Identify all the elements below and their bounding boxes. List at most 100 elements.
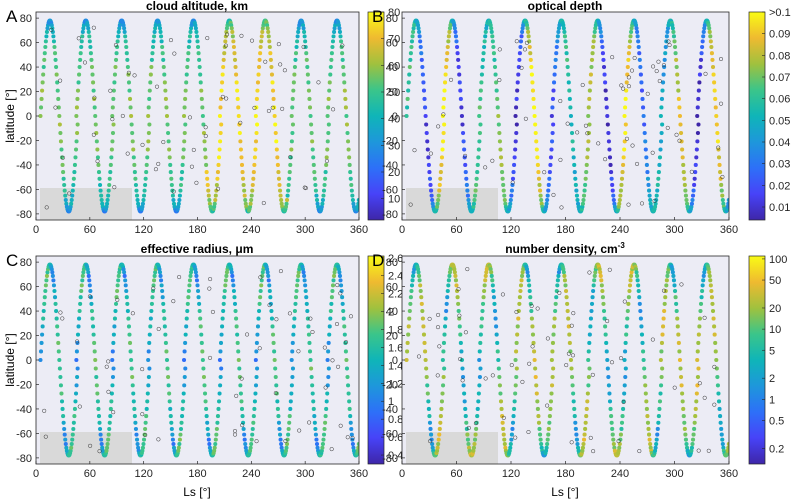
scatter-point: [349, 182, 354, 188]
scatter-point: [692, 426, 697, 432]
open-marker: [466, 425, 471, 430]
scatter-point: [495, 349, 500, 354]
scatter-point: [478, 366, 483, 371]
scatter-point: [418, 39, 423, 44]
scatter-point: [248, 445, 253, 450]
scatter-point: [501, 188, 506, 193]
scatter-point: [348, 420, 353, 425]
scatter-point: [273, 122, 278, 127]
scatter-point: [676, 332, 681, 337]
scatter-point: [153, 270, 158, 275]
scatter-point: [255, 122, 260, 127]
open-marker: [263, 59, 268, 64]
scatter-point: [265, 270, 270, 275]
scatter-point: [647, 193, 652, 198]
scatter-point: [144, 406, 149, 411]
scatter-point: [500, 176, 505, 181]
open-marker: [203, 133, 208, 139]
scatter-point: [75, 332, 81, 337]
open-marker: [441, 112, 446, 117]
scatter-point: [717, 162, 722, 168]
scatter-point: [498, 147, 503, 152]
scatter-point: [71, 176, 76, 181]
scatter-point: [605, 113, 610, 119]
x-tick-label: 180: [556, 224, 574, 236]
x-tick-label: 360: [350, 224, 368, 236]
scatter-point: [426, 162, 431, 168]
scatter-point: [114, 51, 119, 56]
scatter-point: [161, 57, 166, 62]
scatter-point: [491, 288, 496, 294]
x-tick-label: 60: [450, 468, 462, 480]
open-marker: [712, 402, 717, 407]
scatter-point: [81, 26, 86, 31]
scatter-point: [697, 80, 702, 85]
scatter-point: [570, 139, 575, 144]
scatter-point: [346, 391, 351, 396]
colorbar-tick-label: 30: [388, 140, 400, 152]
scatter-point: [479, 324, 484, 329]
scatter-point: [124, 288, 129, 294]
scatter-point: [89, 57, 94, 62]
scatter-point: [699, 295, 704, 300]
scatter-point: [88, 51, 93, 56]
scatter-point: [419, 51, 424, 56]
open-marker: [308, 316, 313, 321]
scatter-point: [221, 301, 226, 306]
scatter-point: [212, 448, 217, 453]
scatter-point: [171, 201, 177, 206]
scatter-point: [130, 131, 135, 136]
scatter-point: [695, 113, 700, 119]
open-marker: [558, 98, 563, 104]
scatter-point: [665, 273, 670, 279]
scatter-point: [587, 366, 592, 371]
scatter-point: [406, 88, 411, 93]
open-marker: [113, 42, 118, 48]
scatter-point: [491, 295, 496, 300]
scatter-point: [193, 270, 198, 275]
scatter-point: [73, 155, 78, 160]
open-marker: [590, 372, 595, 377]
scatter-point: [115, 39, 120, 44]
scatter-point: [619, 176, 625, 181]
x-tick-label: 360: [720, 224, 738, 236]
scatter-point: [183, 340, 188, 345]
scatter-point: [150, 51, 155, 56]
scatter-point: [635, 273, 640, 279]
scatter-point: [546, 182, 551, 188]
scatter-point: [252, 162, 257, 167]
scatter-point: [111, 96, 116, 101]
scatter-point: [425, 139, 430, 144]
scatter-point: [198, 316, 203, 321]
colorbar: 0.40.60.811.21.41.61.822.22.42.6: [367, 253, 403, 465]
x-tick-label: 300: [665, 468, 683, 480]
scatter-point: [538, 437, 543, 442]
scatter-point: [145, 399, 150, 404]
scatter-point: [648, 441, 653, 447]
open-marker: [619, 83, 624, 88]
scatter-point: [495, 340, 500, 346]
scatter-point: [302, 29, 307, 34]
scatter-point: [478, 332, 483, 337]
scatter-point: [404, 113, 409, 119]
scatter-point: [563, 288, 569, 294]
scatter-point: [85, 267, 90, 272]
open-marker: [191, 147, 196, 152]
scatter-point: [212, 201, 217, 206]
scatter-point: [58, 383, 63, 388]
scatter-point: [476, 391, 481, 396]
scatter-point: [325, 139, 330, 144]
scatter-point: [86, 273, 91, 278]
scatter-point: [88, 288, 93, 294]
scatter-point: [529, 308, 534, 314]
scatter-point: [232, 295, 237, 300]
scatter-point: [258, 288, 263, 294]
scatter-point: [714, 113, 719, 119]
scatter-point: [654, 193, 659, 198]
scatter-point: [623, 130, 628, 136]
scatter-point: [694, 155, 699, 160]
scatter-point: [635, 278, 640, 283]
scatter-point: [639, 88, 645, 93]
open-marker: [171, 299, 176, 304]
